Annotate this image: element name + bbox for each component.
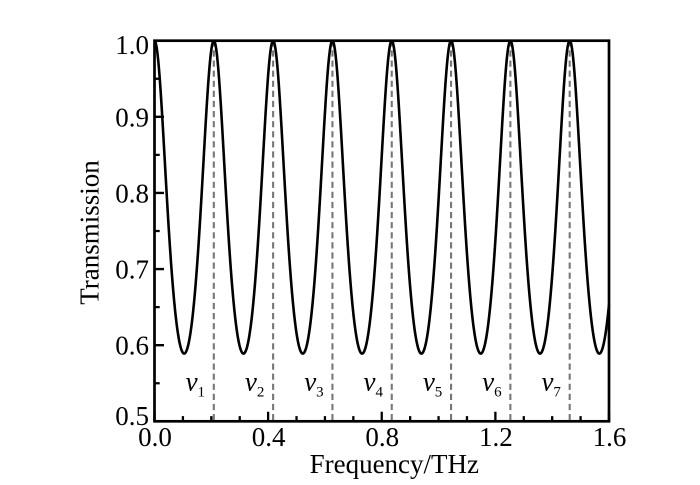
svg-text:0.5: 0.5 <box>115 401 149 431</box>
svg-text:0.6: 0.6 <box>115 331 149 361</box>
svg-text:0.7: 0.7 <box>115 255 149 285</box>
svg-text:Frequency/THz: Frequency/THz <box>310 449 479 479</box>
svg-text:0.8: 0.8 <box>115 178 149 208</box>
svg-text:1.6: 1.6 <box>593 422 627 452</box>
svg-text:0.4: 0.4 <box>252 422 286 452</box>
svg-text:0.8: 0.8 <box>365 422 399 452</box>
svg-text:1.0: 1.0 <box>115 30 149 60</box>
svg-text:0.9: 0.9 <box>115 102 149 132</box>
svg-text:0.0: 0.0 <box>138 422 172 452</box>
svg-text:Transmission: Transmission <box>75 160 105 305</box>
svg-text:1.2: 1.2 <box>479 422 513 452</box>
